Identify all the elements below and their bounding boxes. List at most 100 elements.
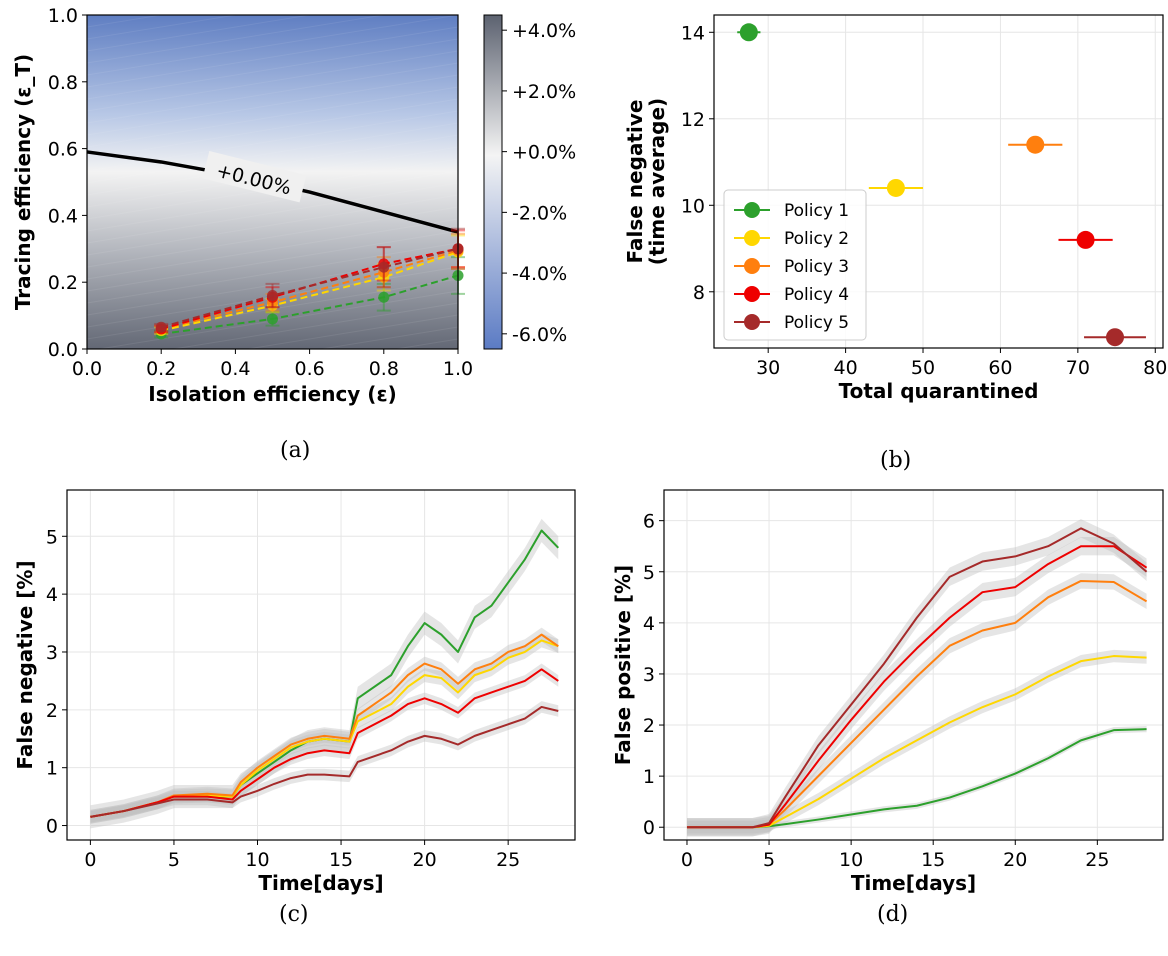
y-tick-label: 0.0	[48, 339, 78, 361]
heatmap-texture	[86, 74, 459, 136]
heatmap-texture	[86, 350, 459, 412]
series-line-policy-4	[686, 545, 1148, 829]
colorbar	[483, 14, 503, 350]
legend-label: Policy 5	[784, 313, 849, 333]
data-point	[155, 321, 167, 333]
x-tick-label: 25	[496, 849, 520, 871]
data-point	[378, 291, 390, 303]
colorbar-tick-label: -6.0%	[512, 324, 567, 346]
panel-a: +0.00%0.0 0.2 0.4 0.6 0.8 1.00.00.20.40.60.81…	[11, 0, 576, 484]
heatmap-texture	[86, 86, 459, 148]
colorbar-tick-label: +2.0%	[512, 81, 576, 103]
y-tick-label: 10	[681, 195, 705, 217]
series-line-policy-5	[686, 527, 1148, 829]
y-tick-label: 6	[643, 511, 655, 533]
x-tick-label: 5	[763, 849, 775, 871]
x-axis-label: Total quarantined	[839, 379, 1039, 403]
x-tick-label: 5	[168, 849, 180, 871]
heatmap-texture	[86, 134, 459, 196]
x-tick-label: 10	[839, 849, 863, 871]
y-tick-label: 1	[46, 758, 58, 780]
y-tick-label: 4	[46, 584, 58, 606]
series-2-line	[160, 251, 459, 332]
series-4-line	[160, 247, 459, 330]
heatmap-texture	[86, 242, 459, 304]
heatmap-texture	[86, 182, 459, 244]
x-tick-label: 20	[1003, 849, 1027, 871]
data-point	[267, 313, 278, 325]
plot-frame	[66, 489, 576, 841]
x-axis-label: Time[days]	[851, 871, 976, 895]
heatmap-texture	[86, 170, 459, 232]
x-tick-label: 25	[1085, 849, 1109, 871]
series-3-line	[160, 249, 459, 330]
x-tick-label: 40	[834, 357, 858, 379]
colorbar-tick-label: -2.0%	[512, 202, 567, 224]
confidence-band	[90, 627, 559, 824]
heatmap-texture	[86, 218, 459, 280]
y-tick-label: 3	[643, 664, 655, 686]
y-tick-label: 2	[643, 715, 655, 737]
x-tick-label: 1.0	[443, 358, 473, 380]
x-tick-label: 0.6	[294, 358, 324, 380]
series-line-policy-1	[686, 728, 1147, 829]
x-tick-label: 0	[681, 849, 693, 871]
series-line-policy-3	[90, 633, 559, 818]
y-tick-label: 0	[643, 817, 655, 839]
series-line-policy-4	[90, 668, 559, 818]
heatmap-texture	[86, 50, 459, 112]
legend-label: Policy 1	[784, 201, 849, 221]
x-tick-label: 50	[911, 357, 935, 379]
data-point-policy-3	[1026, 135, 1045, 154]
heatmap-texture	[86, 230, 459, 292]
heatmap-texture	[86, 314, 459, 376]
caption-b: (b)	[880, 448, 912, 473]
x-tick-label: 15	[921, 849, 945, 871]
y-tick-label: 8	[693, 282, 705, 304]
confidence-band	[90, 518, 559, 829]
data-point-policy-5	[1106, 328, 1125, 347]
y-tick-label: 0.2	[48, 272, 78, 294]
data-point-policy-1	[739, 23, 758, 42]
x-tick-label: 0	[84, 849, 96, 871]
y-axis-label: (time average)	[645, 98, 669, 265]
plot-frame	[713, 14, 1164, 349]
y-tick-label: 1	[643, 766, 655, 788]
y-tick-label: 4	[643, 613, 655, 635]
caption-c: (c)	[279, 902, 309, 927]
legend: Policy 1 Policy 2 Policy 3 Policy 4 Policy 5	[723, 189, 867, 341]
legend-swatch-marker	[744, 258, 760, 274]
heatmap-texture	[86, 326, 459, 388]
legend-label: Policy 2	[784, 229, 849, 249]
caption-d: (d)	[877, 902, 909, 927]
y-axis-label: False positive [%]	[611, 565, 635, 765]
heatmap-texture	[86, 302, 459, 364]
colorbar-tick-label: -4.0%	[512, 263, 567, 285]
confidence-band	[686, 649, 1147, 834]
y-axis-label: False negative	[623, 100, 647, 264]
heatmap-texture	[86, 62, 459, 124]
x-tick-label: 70	[1066, 357, 1090, 379]
x-tick-label: 15	[329, 849, 353, 871]
heatmap-texture	[86, 362, 459, 424]
series-line-policy-2	[90, 639, 559, 818]
heatmap-texture	[86, 26, 459, 88]
y-tick-label: 12	[681, 109, 705, 131]
heatmap-texture	[86, 398, 459, 460]
legend-swatch-marker	[744, 314, 760, 330]
y-tick-label: 0.8	[48, 72, 78, 94]
x-tick-label: 0.8	[369, 358, 399, 380]
heatmap-texture	[86, 386, 459, 448]
plot-frame	[663, 489, 1164, 841]
heatmap-texture	[86, 14, 459, 76]
panel-b: Policy 1 Policy 2 Policy 3 Policy 4 Policy 5…	[623, 14, 1167, 403]
x-tick-label: 30	[756, 357, 780, 379]
legend-box	[723, 189, 867, 341]
contour-label-bg	[202, 151, 307, 203]
panel-c: 0 5 10 15 20 25 0 1 2 3 4 5 Time[days] False negative…	[13, 489, 576, 895]
series-line-policy-2	[686, 655, 1147, 829]
heatmap-texture	[86, 0, 332, 40]
data-point	[378, 261, 390, 273]
heatmap-texture	[86, 0, 258, 28]
